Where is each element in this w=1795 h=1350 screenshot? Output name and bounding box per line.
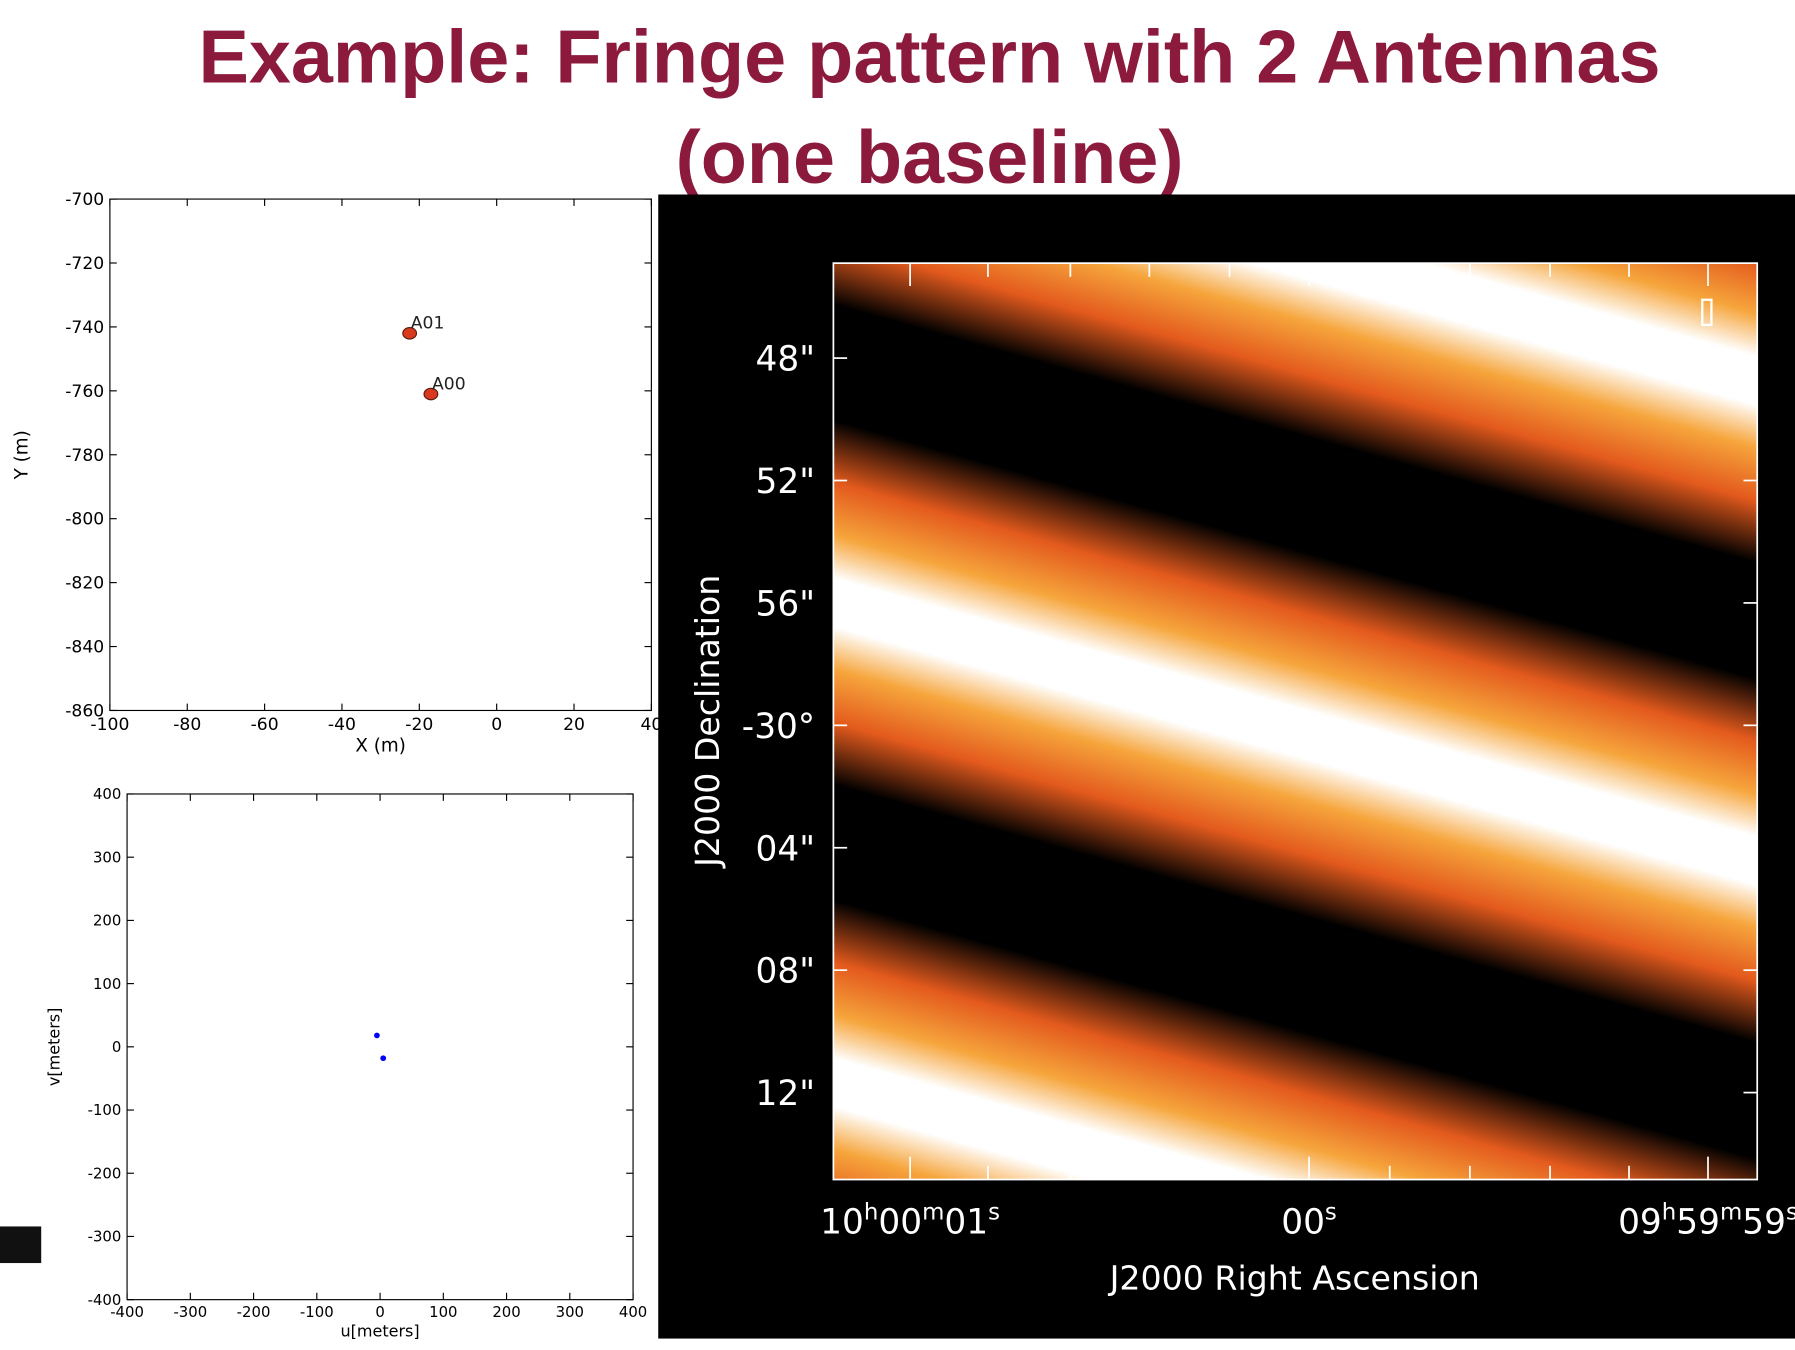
point xyxy=(423,387,439,401)
x-tick-label: -80 xyxy=(173,715,201,735)
y-tick-label: 12" xyxy=(756,1074,816,1114)
y-tick-label: -400 xyxy=(88,1291,122,1309)
point-label: A01 xyxy=(411,314,445,334)
y-tick-label: 52" xyxy=(756,462,816,502)
x-tick-label: 10h00m01s xyxy=(820,1200,1000,1243)
x-tick-label: -100 xyxy=(300,1303,334,1321)
x-tick-label: 40 xyxy=(640,715,662,735)
slide-title: (one baseline) xyxy=(676,116,1184,200)
x-tick-label: -60 xyxy=(251,715,279,735)
uv-plot: -400 -300 -200 -100 0 100 200 300 400 -400 -300 -20… xyxy=(45,785,648,1340)
x-tick-label: 00s xyxy=(1281,1200,1337,1243)
y-tick-label: -740 xyxy=(65,318,104,338)
y-tick-label: -860 xyxy=(65,701,104,721)
x-tick-label: -100 xyxy=(90,715,129,735)
point xyxy=(374,1032,380,1039)
y-tick-label: -840 xyxy=(65,638,104,658)
point xyxy=(380,1055,387,1062)
x-axis-label: J2000 Right Ascension xyxy=(1108,1258,1480,1297)
x-tick-label: 400 xyxy=(619,1303,647,1321)
y-tick-label: 48" xyxy=(756,340,816,380)
y-tick-label: 200 xyxy=(93,912,121,930)
y-tick-label: -300 xyxy=(88,1228,122,1246)
plot-frame xyxy=(126,793,634,1301)
x-tick-label: 09h59m59s xyxy=(1618,1200,1795,1243)
x-tick-label: -200 xyxy=(237,1303,271,1321)
plot-frame xyxy=(109,198,652,712)
x-tick-label: -20 xyxy=(405,715,433,735)
slide-title: Example: Fringe pattern with 2 Antennas xyxy=(199,15,1661,99)
x-axis-label: X (m) xyxy=(355,736,405,757)
y-tick-label: -800 xyxy=(65,510,104,530)
y-tick-label: 08" xyxy=(756,952,816,992)
y-tick-label: -30° xyxy=(742,707,815,747)
y-axis-label: Y (m) xyxy=(11,430,32,480)
y-tick-label: 100 xyxy=(93,975,121,993)
y-tick-label: 0 xyxy=(112,1038,121,1056)
fringe-image: 48" 52" 56" -30° 04" 08" 12" 10h00m01s 00s 09h59m… xyxy=(658,194,1795,1339)
y-tick-label: -100 xyxy=(88,1101,122,1119)
x-tick-label: 0 xyxy=(491,715,502,735)
x-tick-label: 300 xyxy=(556,1303,584,1321)
y-tick-label: 400 xyxy=(93,785,121,803)
y-tick-label: -200 xyxy=(88,1164,122,1182)
x-tick-label: 200 xyxy=(492,1303,520,1321)
cropped-fragment xyxy=(0,1226,42,1264)
y-tick-label: -780 xyxy=(65,446,104,466)
x-tick-label: 20 xyxy=(563,715,585,735)
y-tick-label: 56" xyxy=(756,585,816,625)
x-tick-label: -400 xyxy=(110,1303,144,1321)
y-tick-label: 300 xyxy=(93,848,121,866)
fringe-raster xyxy=(832,262,1759,1181)
y-tick-label: 04" xyxy=(756,829,816,869)
y-tick-label: -700 xyxy=(65,190,104,210)
x-tick-label: -40 xyxy=(328,715,356,735)
y-axis-label: J2000 Declination xyxy=(688,575,727,869)
x-tick-label: 100 xyxy=(429,1303,457,1321)
stokes-marker xyxy=(1701,298,1713,327)
x-axis-label: u[meters] xyxy=(340,1321,419,1340)
x-tick-label: 0 xyxy=(375,1303,384,1321)
y-tick-label: -720 xyxy=(65,254,104,274)
point-label: A00 xyxy=(432,374,466,394)
y-axis-label: v[meters] xyxy=(45,1008,64,1086)
point xyxy=(402,327,418,340)
y-tick-label: -820 xyxy=(65,574,104,594)
x-tick-label: -300 xyxy=(173,1303,207,1321)
y-tick-label: -760 xyxy=(65,382,104,402)
antenna-plot: -100 -80 -60 -40 -20 0 20 40 -860 -840 -820 -800 -78… xyxy=(11,190,662,757)
